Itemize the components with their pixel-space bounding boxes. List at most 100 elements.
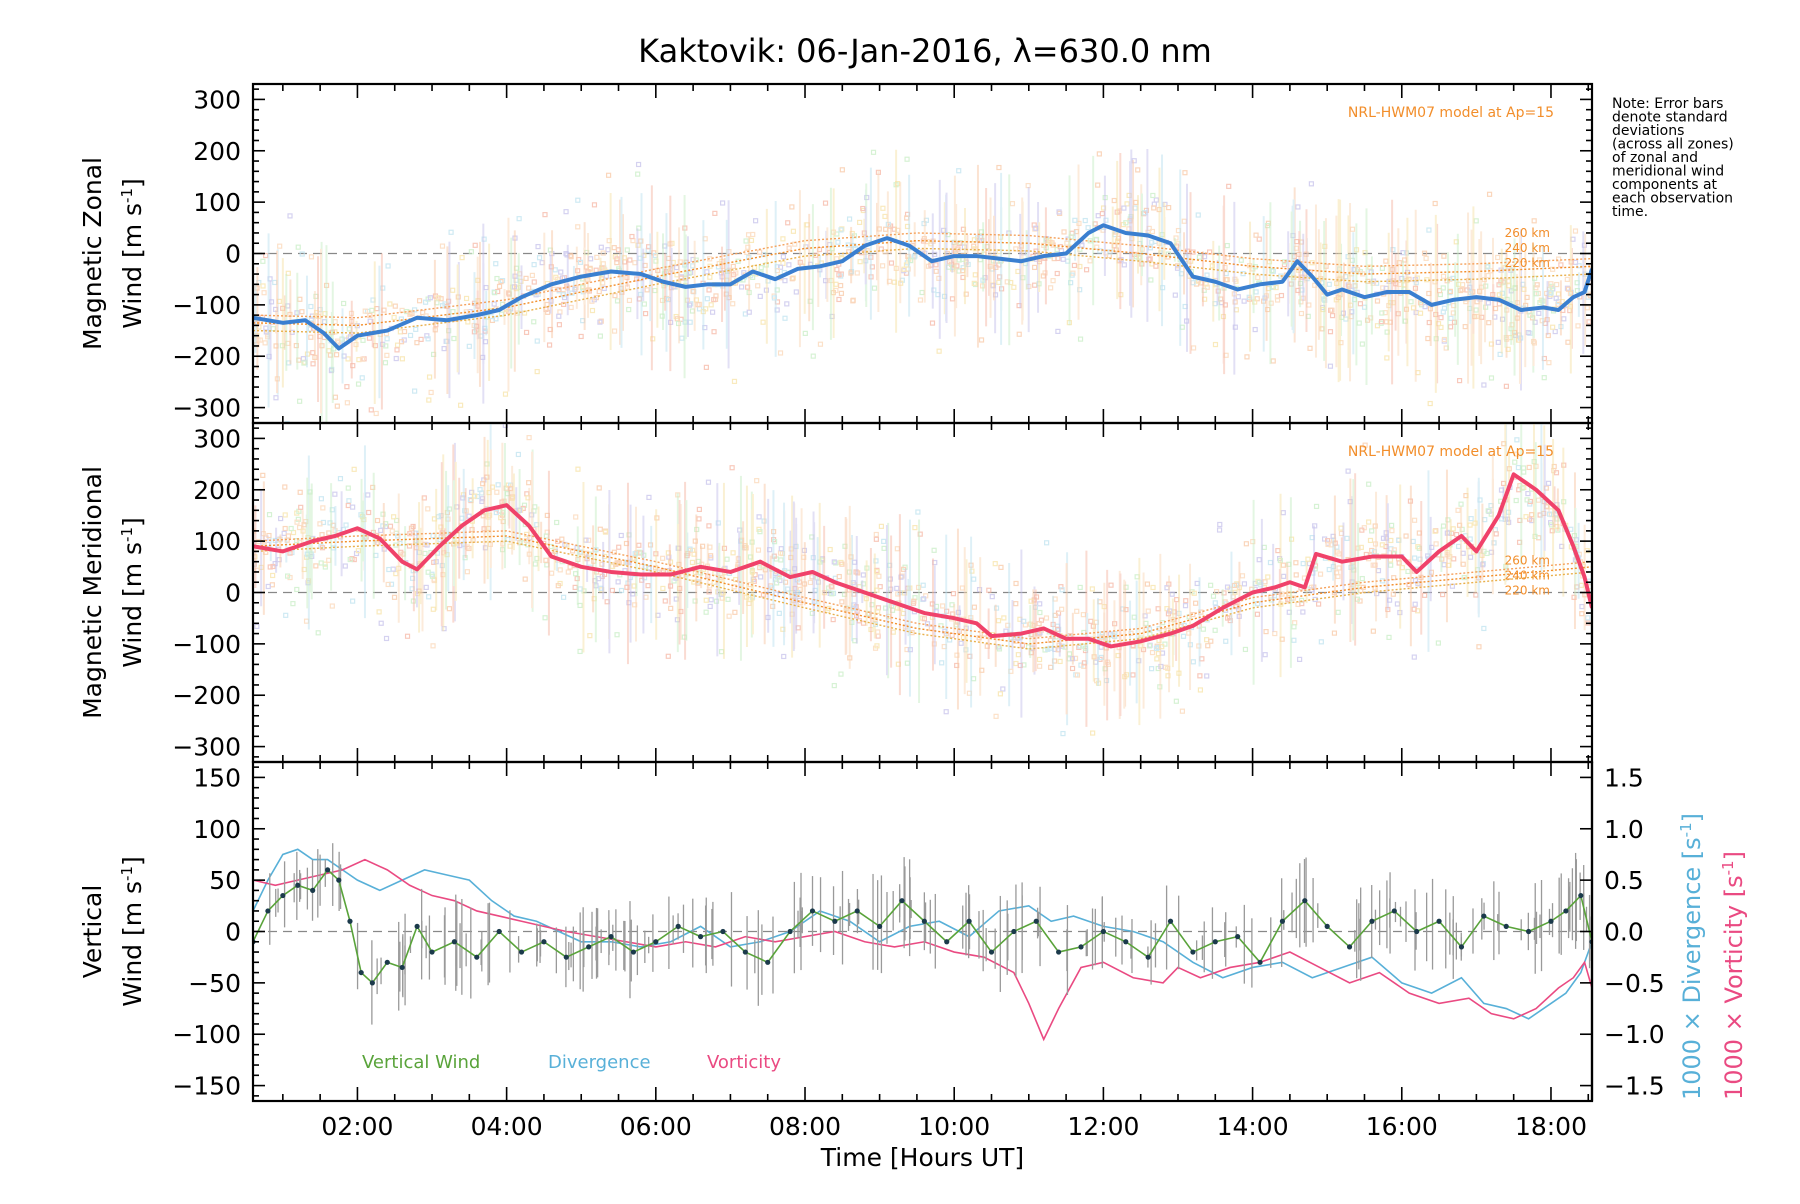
scatter-point	[754, 478, 760, 484]
scatter-point	[534, 368, 540, 375]
scatter-point	[1456, 378, 1463, 384]
scatter-point	[1200, 626, 1206, 632]
scatter-point	[1553, 295, 1559, 301]
scatter-point	[1224, 277, 1230, 283]
scatter-point	[802, 330, 808, 336]
scatter-point	[385, 581, 391, 588]
scatter-point	[1242, 646, 1249, 653]
vertical-wind-point	[1414, 928, 1420, 935]
scatter-point	[1037, 609, 1043, 616]
scatter-point	[1486, 320, 1492, 326]
scatter-point	[430, 643, 436, 649]
scatter-point	[836, 296, 842, 303]
scatter-point	[989, 594, 995, 600]
scatter-point	[1077, 336, 1084, 342]
vertical-wind-point	[877, 923, 883, 929]
y2-tick-label: 0.0	[1604, 918, 1644, 947]
scatter-point	[1370, 628, 1376, 634]
scatter-point	[838, 671, 844, 677]
scatter-point	[1329, 313, 1336, 319]
scatter-point	[359, 375, 365, 381]
y-tick-label: −300	[172, 733, 241, 762]
scatter-point	[829, 584, 835, 590]
scatter-point	[1072, 217, 1078, 223]
scatter-point	[391, 594, 398, 600]
unit-superscript: -1	[118, 866, 136, 881]
vertical-wind-point	[1458, 944, 1465, 950]
vertical-wind-point	[451, 939, 458, 945]
scatter-point	[614, 256, 620, 262]
scatter-point	[542, 615, 548, 621]
scatter-point	[260, 258, 266, 264]
scatter-point	[596, 288, 602, 295]
unit-end: ]	[118, 856, 147, 866]
scatter-point	[366, 509, 372, 516]
scatter-point	[793, 289, 799, 295]
scatter-point	[611, 245, 617, 251]
scatter-point	[1408, 299, 1414, 305]
scatter-point	[1226, 183, 1232, 189]
scatter-point	[834, 266, 840, 273]
vertical-wind-point	[742, 949, 748, 955]
scatter-point	[711, 329, 717, 335]
scatter-point	[270, 572, 276, 579]
plot-area	[253, 843, 1592, 1042]
vertical-wind-point	[369, 980, 375, 986]
scatter-point	[1074, 608, 1080, 614]
scatter-point	[1300, 609, 1306, 615]
scatter-point	[1203, 281, 1209, 287]
scatter-point	[758, 574, 764, 580]
scatter-point	[1313, 503, 1320, 510]
scatter-point	[1298, 597, 1305, 603]
vertical-wind-point	[697, 934, 704, 940]
scatter-point	[1108, 582, 1114, 588]
scatter-point	[1379, 542, 1385, 548]
scatter-point	[265, 541, 271, 547]
altitude-label: 240 km	[1505, 568, 1550, 582]
scatter-point	[1380, 535, 1387, 541]
scatter-point	[1213, 605, 1219, 611]
scatter-point	[870, 149, 877, 155]
scatter-point	[334, 403, 340, 409]
x-tick-label: 12:00	[1067, 1112, 1139, 1141]
vertical-wind-point	[1279, 918, 1286, 924]
scatter-point	[388, 581, 395, 587]
scatter-point	[835, 239, 841, 245]
vertical-wind-point	[1235, 934, 1241, 940]
scatter-point	[1318, 639, 1324, 645]
scatter-point	[786, 262, 792, 268]
scatter-point	[464, 569, 470, 575]
scatter-point	[1273, 284, 1279, 291]
scatter-point	[1558, 262, 1564, 268]
scatter-point	[1481, 382, 1487, 388]
scatter-point	[996, 164, 1002, 171]
scatter-point	[536, 255, 543, 261]
scatter-point	[374, 517, 381, 524]
x-tick-label: 02:00	[321, 1112, 393, 1141]
scatter-point	[1523, 514, 1529, 520]
y-tick-label: 100	[193, 188, 241, 217]
scatter-point	[459, 255, 465, 261]
scatter-point	[1422, 303, 1428, 310]
scatter-point	[412, 388, 418, 394]
scatter-point	[956, 168, 962, 174]
scatter-point	[1149, 239, 1155, 245]
scatter-point	[839, 561, 845, 567]
model-curve-model-240	[253, 239, 1592, 327]
scatter-point	[333, 352, 340, 358]
scatter-point	[785, 220, 791, 226]
scatter-point	[998, 564, 1004, 570]
scatter-point	[254, 623, 260, 630]
scatter-point	[463, 295, 470, 302]
scatter-point	[575, 197, 581, 203]
scatter-point	[756, 514, 762, 520]
scatter-point	[1411, 654, 1417, 660]
scatter-point	[904, 156, 910, 162]
y-tick-label: 200	[193, 476, 241, 505]
vertical-wind-point	[384, 959, 390, 965]
scatter-point	[1262, 579, 1268, 585]
scatter-point	[531, 279, 537, 285]
y-tick-label: 0	[225, 579, 241, 608]
scatter-point	[535, 243, 541, 250]
vertical-wind-point	[854, 908, 860, 914]
